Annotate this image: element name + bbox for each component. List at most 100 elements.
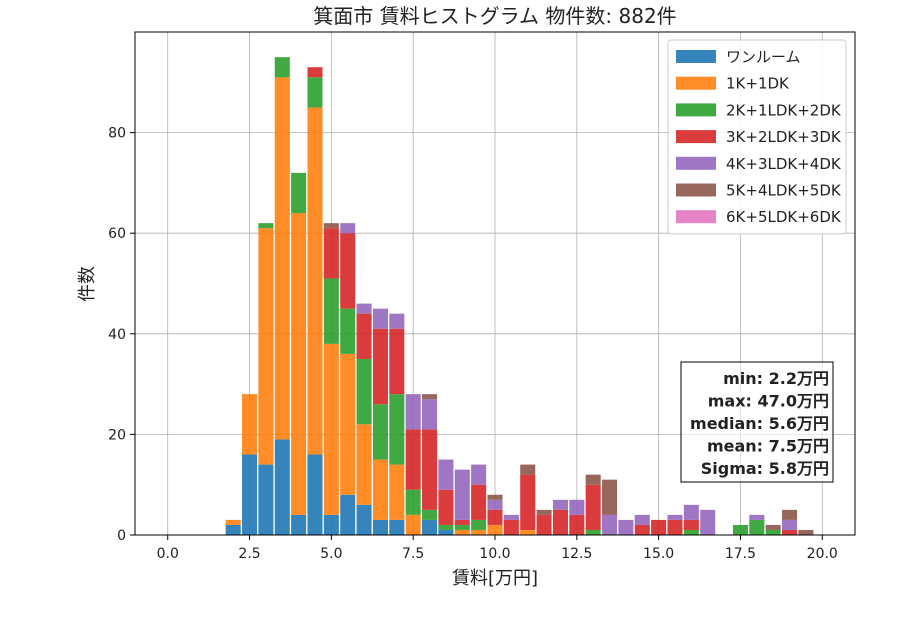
bar-segment	[569, 514, 585, 535]
bar-segment	[552, 509, 568, 535]
bar-segment	[225, 519, 241, 525]
legend-swatch	[676, 210, 716, 224]
x-tick-label: 12.5	[561, 546, 592, 562]
legend-swatch	[676, 76, 716, 90]
legend-label: 6K+5LDK+6DK	[726, 208, 842, 226]
bar-segment	[454, 519, 470, 525]
stats-line: Sigma: 5.8万円	[701, 459, 829, 478]
bar-segment	[765, 529, 781, 535]
bar-segment	[602, 514, 618, 535]
bar-segment	[732, 524, 748, 535]
bar-segment	[323, 278, 339, 344]
bar-segment	[323, 514, 339, 535]
axis-ticks: 0.0 2.5 5.0 7.5 10.0 12.5 15.0 17.5 20.0 0 20 40 60 8…	[108, 126, 838, 562]
bar-segment	[372, 404, 388, 460]
bar-segment	[487, 509, 503, 525]
bar-segment	[422, 394, 438, 400]
legend-label: 5K+4LDK+5DK	[726, 182, 842, 200]
bar-segment	[258, 223, 274, 229]
bar-segment	[372, 519, 388, 535]
bar-segment	[422, 509, 438, 520]
x-tick-label: 20.0	[807, 546, 838, 562]
bar-segment	[503, 519, 519, 535]
bar-segment	[602, 479, 618, 515]
bar-segment	[291, 172, 307, 214]
bar-segment	[634, 514, 650, 525]
bar-segment	[307, 77, 323, 108]
bar-segment	[372, 328, 388, 405]
legend-swatch	[676, 130, 716, 144]
bar-segment	[634, 524, 650, 535]
y-axis-label: 件数	[77, 266, 98, 302]
bar-segment	[323, 223, 339, 229]
x-tick-label: 10.0	[479, 546, 510, 562]
bar-segment	[340, 233, 356, 309]
bar-segment	[683, 504, 699, 520]
y-tick-label: 40	[108, 327, 126, 343]
y-tick-label: 60	[108, 226, 126, 242]
bar-segment	[569, 499, 585, 515]
bar-segment	[307, 454, 323, 535]
bar-segment	[520, 529, 536, 535]
bar-segment	[782, 509, 798, 520]
bar-segment	[356, 358, 372, 425]
bar-segment	[454, 524, 470, 530]
stats-line: max: 47.0万円	[708, 392, 829, 411]
bar-segment	[438, 489, 454, 525]
bar-segment	[422, 399, 438, 430]
legend-swatch	[676, 50, 716, 63]
bar-segment	[389, 464, 405, 520]
legend: ワンルーム 1K+1DK 2K+1LDK+2DK 3K+2LDK+3DK 4K+3LDK…	[667, 39, 847, 235]
stats-line: mean: 7.5万円	[707, 437, 829, 456]
stats-line: min: 2.2万円	[723, 369, 829, 388]
y-tick-label: 20	[108, 427, 126, 443]
bar-segment	[258, 228, 274, 465]
bar-segment	[471, 484, 487, 520]
bar-segment	[405, 514, 421, 535]
x-tick-label: 0.0	[157, 546, 179, 562]
bar-segment	[389, 328, 405, 395]
bar-segment	[487, 524, 503, 535]
bar-segment	[683, 529, 699, 535]
bar-segment	[274, 57, 290, 78]
bar-segment	[520, 464, 536, 475]
bar-segment	[487, 494, 503, 500]
bar-segment	[323, 343, 339, 515]
bar-segment	[552, 499, 568, 510]
bar-segment	[356, 303, 372, 314]
bar-segment	[487, 499, 503, 510]
legend-label: 4K+3LDK+4DK	[726, 155, 842, 173]
bar-segment	[274, 439, 290, 535]
bar-segment	[372, 459, 388, 520]
bar-segment	[340, 353, 356, 495]
bar-segment	[438, 459, 454, 490]
bar-segment	[749, 514, 765, 520]
bar-segment	[454, 469, 470, 520]
bar-segment	[782, 529, 798, 535]
bar-segment	[536, 514, 552, 535]
bar-segment	[749, 519, 765, 535]
bar-segment	[405, 394, 421, 430]
legend-swatch	[676, 183, 716, 197]
bar-segment	[422, 429, 438, 510]
bar-segment	[765, 524, 781, 530]
bar-segment	[585, 474, 601, 485]
bar-segment	[372, 308, 388, 329]
legend-label: 2K+1LDK+2DK	[726, 101, 842, 119]
bar-segment	[225, 524, 241, 535]
bar-segment	[798, 529, 814, 535]
bar-segment	[667, 519, 683, 535]
bar-segment	[389, 394, 405, 465]
bar-segment	[389, 313, 405, 329]
bar-segment	[340, 223, 356, 234]
bar-segment	[667, 514, 683, 520]
x-tick-label: 15.0	[643, 546, 674, 562]
bar-segment	[503, 514, 519, 520]
bar-segment	[340, 308, 356, 354]
chart-title: 箕面市 賃料ヒストグラム 物件数: 882件	[313, 4, 676, 28]
bar-segment	[471, 519, 487, 530]
bar-segment	[585, 484, 601, 530]
bar-segment	[618, 519, 634, 535]
stats-line: median: 5.6万円	[690, 414, 829, 433]
